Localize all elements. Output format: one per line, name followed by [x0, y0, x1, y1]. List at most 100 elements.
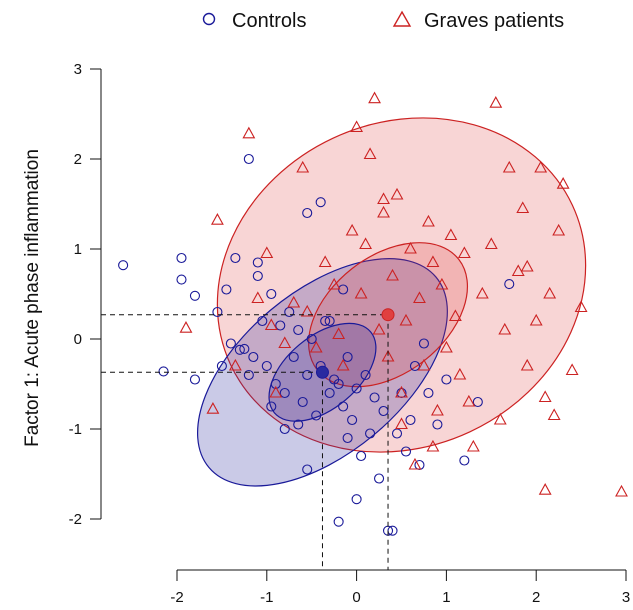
graves-point — [269, 385, 283, 398]
graves-point — [547, 408, 561, 421]
controls-point — [189, 374, 201, 385]
graves-point — [332, 327, 346, 340]
graves-point — [395, 385, 408, 398]
x-tick-label: 1 — [442, 589, 450, 606]
graves-point — [484, 237, 498, 250]
graves-point — [242, 126, 256, 139]
controls-point — [351, 494, 362, 505]
y-tick-label: 0 — [74, 331, 82, 348]
graves-point — [543, 286, 557, 299]
controls-point — [243, 369, 254, 381]
graves-point — [466, 439, 480, 452]
controls-point — [315, 197, 326, 208]
controls-point — [423, 387, 434, 399]
graves-point — [520, 259, 534, 272]
controls-point — [252, 270, 263, 282]
x-axis: -2 -1 0 1 2 3 — [170, 569, 630, 606]
controls-point — [369, 392, 380, 403]
controls-point — [351, 383, 362, 394]
graves-outer-ellipse — [216, 117, 587, 453]
controls-point — [365, 428, 376, 439]
graves-point — [556, 177, 570, 189]
graves-point — [493, 412, 507, 425]
graves-point — [395, 417, 408, 430]
controls-point — [441, 374, 452, 385]
graves-point — [354, 286, 368, 299]
graves-point — [345, 223, 359, 236]
controls-point — [266, 288, 277, 300]
graves-point — [368, 91, 381, 104]
graves-point — [413, 291, 426, 304]
graves-point — [372, 322, 386, 335]
graves-point — [453, 367, 467, 380]
controls-point — [189, 290, 201, 301]
controls-point — [302, 207, 313, 219]
controls-point — [405, 414, 416, 426]
y-axis-label: Factor 1: Acute phase inflammation — [22, 149, 43, 447]
graves-point — [520, 358, 534, 371]
controls-point — [221, 284, 232, 295]
controls-point — [257, 315, 268, 327]
graves-point — [264, 318, 278, 331]
graves-point — [363, 147, 377, 160]
legend-graves-label: Graves patients — [424, 10, 564, 32]
controls-point — [176, 252, 187, 264]
graves-point — [228, 358, 242, 371]
graves-point — [426, 439, 440, 452]
graves-point — [327, 277, 341, 290]
controls-point — [293, 324, 304, 336]
controls-point — [333, 516, 344, 527]
controls-point — [230, 252, 241, 264]
graves-point — [399, 313, 413, 326]
controls-point — [356, 450, 367, 462]
controls-point — [216, 360, 227, 372]
graves-point — [377, 205, 390, 218]
graves-point — [534, 160, 548, 173]
x-tick-label: 2 — [532, 589, 540, 606]
controls-point — [297, 396, 308, 408]
controls-point — [225, 338, 236, 349]
graves-point — [462, 394, 476, 407]
graves-point — [278, 336, 292, 349]
controls-point — [234, 344, 245, 355]
y-tick-label: -1 — [69, 421, 82, 438]
y-tick-label: 1 — [74, 241, 82, 258]
controls-point — [248, 351, 259, 363]
graves-point — [260, 246, 274, 259]
controls-point — [239, 343, 250, 354]
y-tick-label: 3 — [74, 61, 82, 78]
y-tick-label: -2 — [69, 511, 82, 528]
graves-point — [426, 255, 440, 268]
x-tick-label: 0 — [352, 589, 360, 606]
controls-point — [320, 315, 331, 327]
graves-point — [574, 300, 588, 313]
graves-point — [336, 358, 350, 371]
graves-point — [300, 304, 314, 317]
legend: Controls Graves patients — [202, 10, 564, 32]
controls-point — [504, 279, 515, 290]
graves-point — [359, 237, 373, 250]
controls-point — [279, 423, 290, 435]
graves-point — [516, 201, 530, 214]
controls-point — [347, 414, 358, 426]
controls-point — [266, 401, 277, 412]
controls-point — [311, 410, 322, 421]
graves-point — [444, 228, 458, 241]
controls-point — [324, 387, 335, 399]
graves-point — [386, 268, 399, 281]
graves-point — [439, 340, 453, 353]
controls-point — [306, 333, 317, 345]
controls-point — [261, 360, 272, 372]
controls-point — [342, 351, 353, 363]
graves-point — [350, 120, 364, 133]
graves-point — [489, 96, 503, 108]
graves-point — [552, 223, 566, 236]
x-tick-label: -2 — [170, 589, 183, 606]
controls-point — [472, 396, 483, 408]
controls-point — [418, 338, 430, 349]
controls-point — [118, 260, 129, 271]
controls-point — [400, 446, 412, 457]
graves-point — [390, 187, 404, 200]
controls-point — [302, 464, 313, 475]
